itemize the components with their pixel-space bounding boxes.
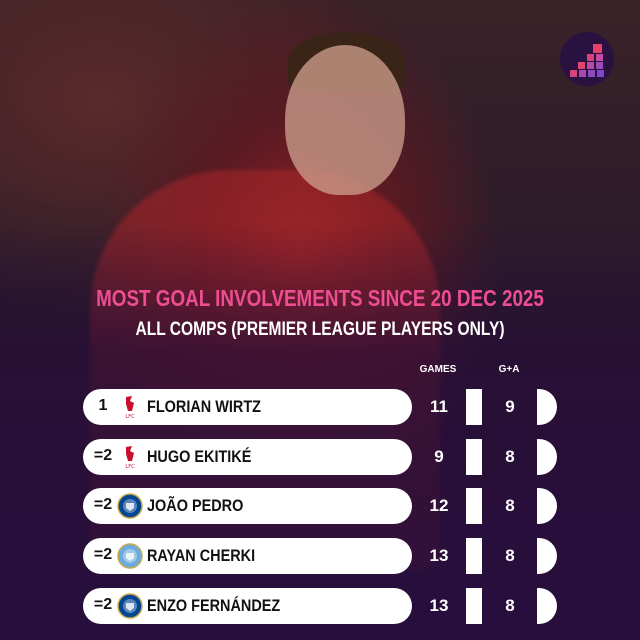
- table-row: =2 JOÃO PEDRO 12 8: [83, 488, 563, 524]
- player-name: RAYAN CHERKI: [147, 546, 256, 565]
- player-name: HUGO EKITIKÉ: [147, 447, 252, 466]
- games-value: 12: [429, 496, 449, 515]
- city-crest-icon: [117, 543, 143, 569]
- table-row: 1 LFC FLORIAN WIRTZ 11 9: [83, 389, 563, 425]
- ga-value: 9: [505, 397, 515, 416]
- rank: =2: [93, 546, 113, 563]
- rank: =2: [93, 496, 113, 513]
- row-end-cap: [537, 588, 557, 624]
- ga-value: 8: [505, 447, 515, 466]
- ga-value: 8: [505, 546, 515, 565]
- games-value: 13: [429, 596, 449, 615]
- ga-value: 8: [505, 496, 515, 515]
- games-value: 9: [434, 447, 444, 466]
- column-header-ga: G+A: [498, 364, 520, 375]
- player-name: JOÃO PEDRO: [147, 496, 244, 515]
- row-end-cap: [537, 439, 557, 475]
- table-row: =2 RAYAN CHERKI 13 8: [83, 538, 563, 574]
- column-header-games: GAMES: [419, 364, 457, 375]
- rank: =2: [93, 447, 113, 464]
- brand-logo-icon: [560, 32, 614, 86]
- liverpool-crest-icon: LFC: [125, 446, 135, 470]
- divider-bar: [466, 439, 482, 475]
- divider-bar: [466, 588, 482, 624]
- page-subtitle: ALL COMPS (PREMIER LEAGUE PLAYERS ONLY): [135, 319, 505, 340]
- table-row: =2 LFC HUGO EKITIKÉ 9 8: [83, 439, 563, 475]
- games-value: 13: [429, 546, 449, 565]
- rank: =2: [93, 596, 113, 613]
- crest-text: LFC: [125, 414, 135, 420]
- player-pill: [83, 439, 412, 475]
- player-name: FLORIAN WIRTZ: [147, 397, 261, 416]
- row-end-cap: [537, 488, 557, 524]
- row-end-cap: [537, 389, 557, 425]
- ga-value: 8: [505, 596, 515, 615]
- row-end-cap: [537, 538, 557, 574]
- divider-bar: [466, 389, 482, 425]
- chelsea-crest-icon: [117, 493, 143, 519]
- player-name: ENZO FERNÁNDEZ: [147, 596, 281, 615]
- player-pill: [83, 389, 412, 425]
- games-value: 11: [430, 397, 448, 416]
- liverpool-crest-icon: LFC: [125, 396, 135, 420]
- chelsea-crest-icon: [117, 593, 143, 619]
- page-title: MOST GOAL INVOLVEMENTS SINCE 20 DEC 2025: [96, 285, 544, 311]
- table-row: =2 ENZO FERNÁNDEZ 13 8: [83, 588, 563, 624]
- divider-bar: [466, 538, 482, 574]
- rank: 1: [98, 397, 108, 414]
- crest-text: LFC: [125, 464, 135, 470]
- divider-bar: [466, 488, 482, 524]
